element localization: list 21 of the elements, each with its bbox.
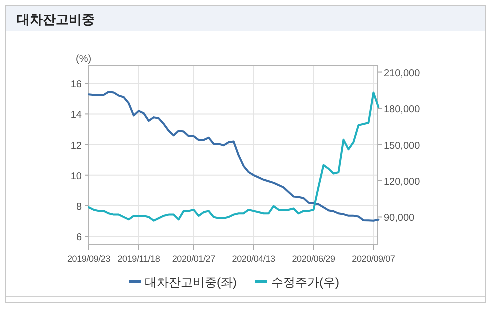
y2-tick-label: 180,000 [384,104,421,116]
x-tick-label: 2019/09/23 [67,254,111,264]
y2-tick-label: 150,000 [384,140,421,152]
legend-label: 대차잔고비중(좌) [145,276,237,290]
x-tick-label: 2020/01/27 [172,254,216,264]
y-tick-label: 6 [76,232,82,244]
y-tick-label: 16 [70,80,82,91]
y-tick-label: 14 [70,110,82,122]
x-tick-label: 2020/06/29 [292,254,336,264]
x-tick-label: 2020/09/07 [352,254,396,264]
y-tick-label: 10 [70,171,82,182]
x-tick-label: 2019/11/18 [118,254,160,264]
y-axis-title: (%) [76,54,92,65]
y2-tick-label: 90,000 [384,213,416,224]
y-tick-label: 8 [76,202,82,213]
chart-title: 대차잔고비중 [17,12,95,27]
legend-label: 수정주가(우) [272,276,340,290]
y-tick-label: 12 [70,140,82,152]
x-tick-label: 2020/04/13 [232,254,276,264]
y2-tick-label: 210,000 [384,68,421,80]
y2-tick-label: 120,000 [384,176,421,188]
